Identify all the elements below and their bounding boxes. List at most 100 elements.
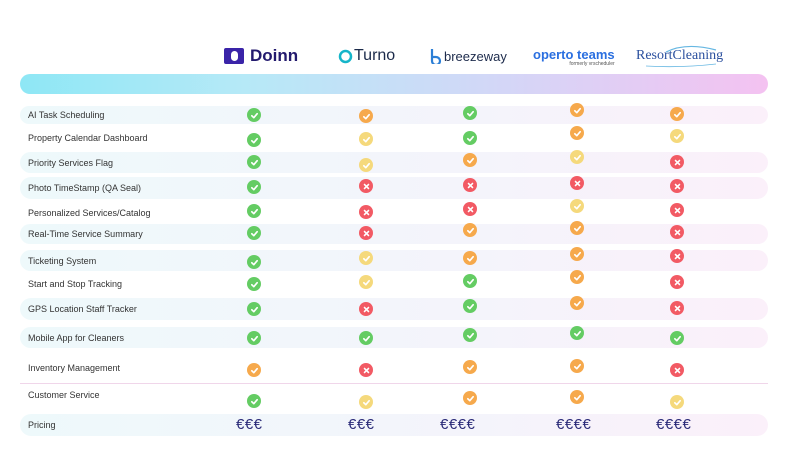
limited-check-icon <box>359 132 373 146</box>
cross-icon <box>670 363 684 377</box>
check-icon <box>247 180 261 194</box>
feature-label: Start and Stop Tracking <box>28 279 123 289</box>
cross-icon <box>670 275 684 289</box>
table-row-band <box>20 106 768 124</box>
turno-mark-icon <box>338 49 353 63</box>
partial-check-icon <box>570 126 584 140</box>
price-value: €€€€ <box>556 416 592 433</box>
row-divider <box>20 383 768 384</box>
partial-check-icon <box>463 360 477 374</box>
table-row-band <box>20 327 768 348</box>
table-row-band <box>20 152 768 173</box>
cross-icon <box>463 178 477 192</box>
limited-check-icon <box>359 395 373 409</box>
cross-icon <box>359 302 373 316</box>
partial-check-icon <box>247 363 261 377</box>
partial-check-icon <box>463 391 477 405</box>
check-icon <box>463 328 477 342</box>
cross-icon <box>670 155 684 169</box>
limited-check-icon <box>359 158 373 172</box>
cross-icon <box>670 225 684 239</box>
doinn-mark-icon <box>224 48 244 64</box>
partial-check-icon <box>570 103 584 117</box>
check-icon <box>670 331 684 345</box>
check-icon <box>247 155 261 169</box>
check-icon <box>247 108 261 122</box>
feature-label: Mobile App for Cleaners <box>28 332 125 343</box>
check-icon <box>570 326 584 340</box>
check-icon <box>247 394 261 408</box>
pricing-label: Pricing <box>28 420 56 430</box>
logo-doinn: Doinn <box>224 44 298 68</box>
feature-label: GPS Location Staff Tracker <box>28 304 137 314</box>
logo-resortcleaning-text: ResortCleaning <box>636 48 724 63</box>
limited-check-icon <box>359 251 373 265</box>
cross-icon <box>670 179 684 193</box>
logo-operto-sub: formerly vrscheduler <box>569 61 615 67</box>
table-header-bar <box>20 74 768 94</box>
partial-check-icon <box>570 270 584 284</box>
feature-label: AI Task Scheduling <box>28 110 105 120</box>
check-icon <box>463 106 477 120</box>
check-icon <box>359 331 373 345</box>
feature-label: Photo TimeStamp (QA Seal) <box>28 183 142 193</box>
check-icon <box>463 131 477 145</box>
cross-icon <box>359 363 373 377</box>
logo-breezeway-text: breezeway <box>444 48 507 64</box>
cross-icon <box>359 205 373 219</box>
cross-icon <box>670 203 684 217</box>
feature-label: Property Calendar Dashboard <box>28 133 148 143</box>
check-icon <box>247 226 261 240</box>
price-value: €€€€ <box>440 416 476 433</box>
check-icon <box>463 299 477 313</box>
cross-icon <box>359 179 373 193</box>
partial-check-icon <box>570 247 584 261</box>
logo-operto-text: operto teams <box>533 47 615 62</box>
table-row-band <box>20 250 768 271</box>
breezeway-mark-icon <box>430 49 442 64</box>
logo-turno-text: Turno <box>354 47 396 64</box>
check-icon <box>247 133 261 147</box>
logo-turno: Turno <box>338 44 395 68</box>
partial-check-icon <box>570 221 584 235</box>
logo-breezeway: breezeway <box>430 44 507 68</box>
check-icon <box>247 255 261 269</box>
feature-label: Ticketing System <box>28 255 97 266</box>
cross-icon <box>463 202 477 216</box>
feature-label: Inventory Management <box>28 363 121 373</box>
check-icon <box>247 302 261 316</box>
partial-check-icon <box>359 109 373 123</box>
cross-icon <box>670 301 684 315</box>
partial-check-icon <box>570 390 584 404</box>
check-icon <box>247 204 261 218</box>
partial-check-icon <box>570 296 584 310</box>
limited-check-icon <box>359 275 373 289</box>
limited-check-icon <box>570 199 584 213</box>
limited-check-icon <box>670 129 684 143</box>
logo-doinn-text: Doinn <box>250 46 299 65</box>
limited-check-icon <box>570 150 584 164</box>
logo-resortcleaning: ResortCleaning <box>636 44 723 68</box>
resortcleaning-swoosh-icon <box>645 45 717 68</box>
check-icon <box>463 274 477 288</box>
limited-check-icon <box>670 395 684 409</box>
logo-operto: operto teams formerly vrscheduler <box>533 48 615 68</box>
partial-check-icon <box>670 107 684 121</box>
feature-label: Customer Service <box>28 390 100 400</box>
cross-icon <box>359 226 373 240</box>
feature-label: Real-Time Service Summary <box>28 229 143 239</box>
price-value: €€€€ <box>656 416 692 433</box>
cross-icon <box>570 176 584 190</box>
price-value: €€€ <box>236 416 263 433</box>
partial-check-icon <box>463 251 477 265</box>
feature-label: Priority Services Flag <box>28 157 114 168</box>
feature-label: Personalized Services/Catalog <box>28 207 151 218</box>
partial-check-icon <box>463 153 477 167</box>
pricing-row-band <box>20 414 768 436</box>
check-icon <box>247 277 261 291</box>
check-icon <box>247 331 261 345</box>
partial-check-icon <box>570 359 584 373</box>
price-value: €€€ <box>348 416 375 433</box>
partial-check-icon <box>463 223 477 237</box>
cross-icon <box>670 249 684 263</box>
